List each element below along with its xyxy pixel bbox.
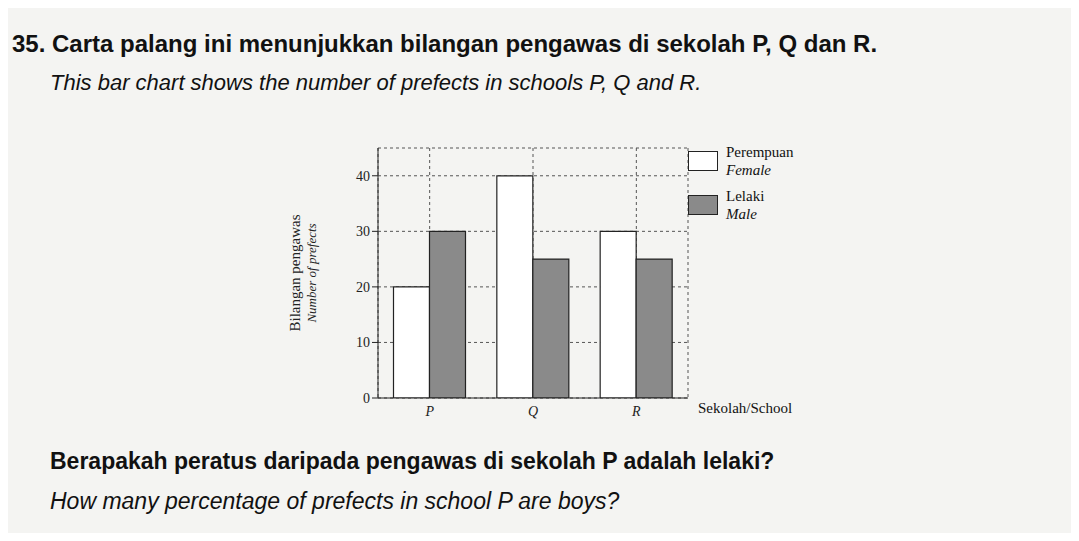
svg-text:R: R <box>631 404 641 419</box>
svg-text:0: 0 <box>363 391 370 406</box>
html-text:Berapakah peratus daripada pen: Berapakah peratus daripada pengawas di s… <box>50 448 775 474</box>
html-text:35. Carta palang ini menunjukk: 35. Carta palang ini menunjukkan bilanga… <box>12 30 878 57</box>
svg-text:40: 40 <box>356 169 370 184</box>
html-text:Sekolah/School: Sekolah/School <box>698 400 793 416</box>
html-text:Lelaki: Lelaki <box>726 188 765 204</box>
html-text:Female: Female <box>726 162 771 178</box>
svg-text:P: P <box>424 404 434 419</box>
svg-text:Number of prefects: Number of prefects <box>304 223 319 323</box>
svg-text:Bilangan pengawas: Bilangan pengawas <box>288 214 303 331</box>
svg-text:20: 20 <box>356 280 370 295</box>
svg-text:30: 30 <box>356 224 370 239</box>
svg-text:Q: Q <box>528 404 538 419</box>
html-text:This bar chart shows the numbe: This bar chart shows the number of prefe… <box>50 70 702 95</box>
svg-text:10: 10 <box>356 335 370 350</box>
html-text:How many percentage of prefect: How many percentage of prefects in schoo… <box>50 488 620 514</box>
html-text:Perempuan: Perempuan <box>726 144 794 160</box>
html-text:Male: Male <box>726 206 757 222</box>
